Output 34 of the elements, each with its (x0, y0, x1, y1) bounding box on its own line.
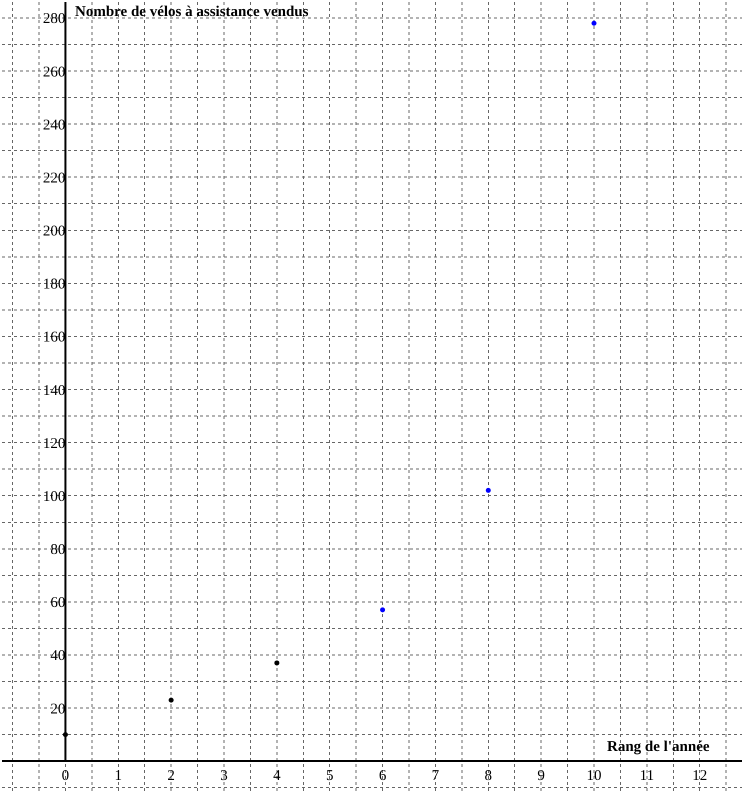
y-tick-label: 60 (50, 595, 66, 612)
y-tick-label: 260 (42, 64, 66, 80)
y-tick-label: 180 (42, 276, 66, 293)
point (592, 20, 596, 26)
x-tick-label: 1 (114, 768, 122, 784)
y-tick-label: 200 (42, 224, 66, 240)
y-tick-label: 240 (42, 117, 66, 134)
x-tick-label: 6 (378, 768, 387, 784)
x-tick-label: 12 (692, 768, 708, 784)
x-axis-title: Rang de l'année (607, 739, 710, 755)
y-tick-label: 220 (42, 170, 66, 186)
y-tick-label: 120 (42, 436, 66, 452)
y-tick-label: 40 (50, 648, 66, 664)
x-tick-label: 5 (326, 768, 334, 784)
y-tick-label: 100 (42, 488, 66, 505)
point (168, 698, 174, 703)
x-tick-label: 9 (537, 768, 545, 784)
y-tick-label: 140 (42, 382, 66, 399)
x-tick-label: 2 (167, 768, 175, 784)
point (380, 607, 386, 612)
point (274, 660, 280, 666)
x-tick-label: 4 (273, 768, 282, 784)
y-axis-title: Nombre de vélos à assistance vendus (75, 4, 309, 20)
y-tick-label: 20 (50, 701, 66, 718)
y-tick-label: 160 (42, 330, 66, 346)
x-tick-label: 10 (586, 768, 602, 784)
point (486, 488, 491, 493)
x-tick-label: 11 (640, 768, 654, 784)
x-tick-label: 8 (484, 768, 492, 784)
x-tick-label: 7 (432, 768, 440, 784)
y-tick-label: 80 (50, 542, 66, 558)
x-tick-label: 0 (62, 768, 70, 784)
y-tick-label: 280 (42, 11, 66, 28)
x-tick-label: 3 (220, 768, 228, 784)
